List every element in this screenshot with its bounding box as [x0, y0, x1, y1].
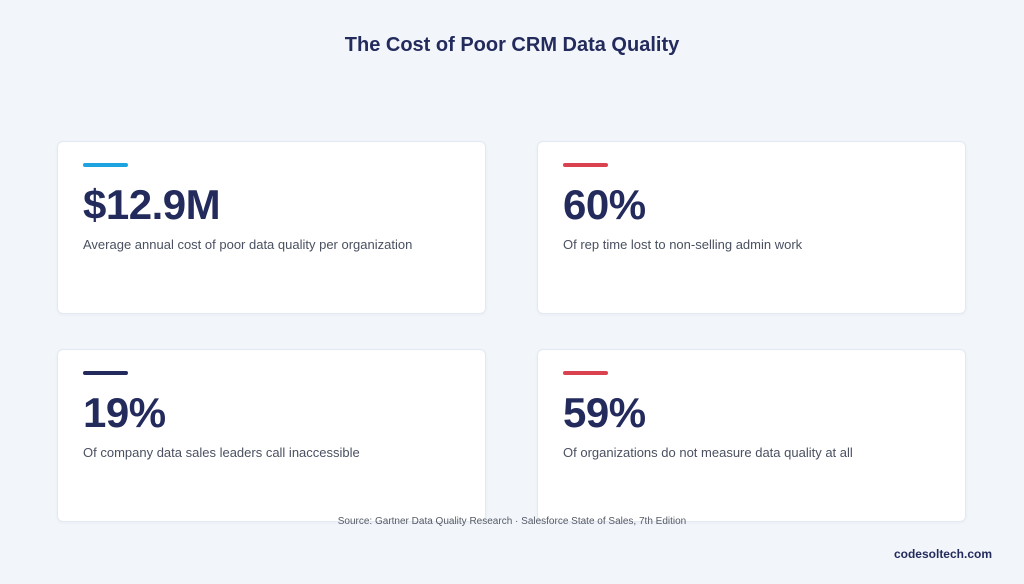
- accent-bar: [83, 163, 128, 167]
- stat-description: Of rep time lost to non-selling admin wo…: [563, 237, 803, 252]
- page-title: The Cost of Poor CRM Data Quality: [344, 34, 680, 56]
- accent-bar: [563, 163, 608, 167]
- accent-bar: [83, 371, 128, 375]
- source-note: Source: Gartner Data Quality Research · …: [337, 516, 687, 527]
- stat-card-annual-cost: $12.9M Average annual cost of poor data …: [57, 141, 486, 314]
- stat-value: 60%: [563, 181, 646, 228]
- accent-bar: [563, 371, 608, 375]
- stat-value: $12.9M: [83, 181, 221, 228]
- stat-card-no-measurement: 59% Of organizations do not measure data…: [537, 349, 966, 522]
- brand-label: codesoltech.com: [893, 547, 992, 561]
- stat-description: Of organizations do not measure data qua…: [563, 445, 853, 460]
- stat-value: 19%: [83, 389, 166, 436]
- stat-value: 59%: [563, 389, 646, 436]
- stat-card-rep-time: 60% Of rep time lost to non-selling admi…: [537, 141, 966, 314]
- stat-card-inaccessible-data: 19% Of company data sales leaders call i…: [57, 349, 486, 522]
- stat-description: Average annual cost of poor data quality…: [83, 237, 413, 252]
- stat-description: Of company data sales leaders call inacc…: [83, 445, 360, 460]
